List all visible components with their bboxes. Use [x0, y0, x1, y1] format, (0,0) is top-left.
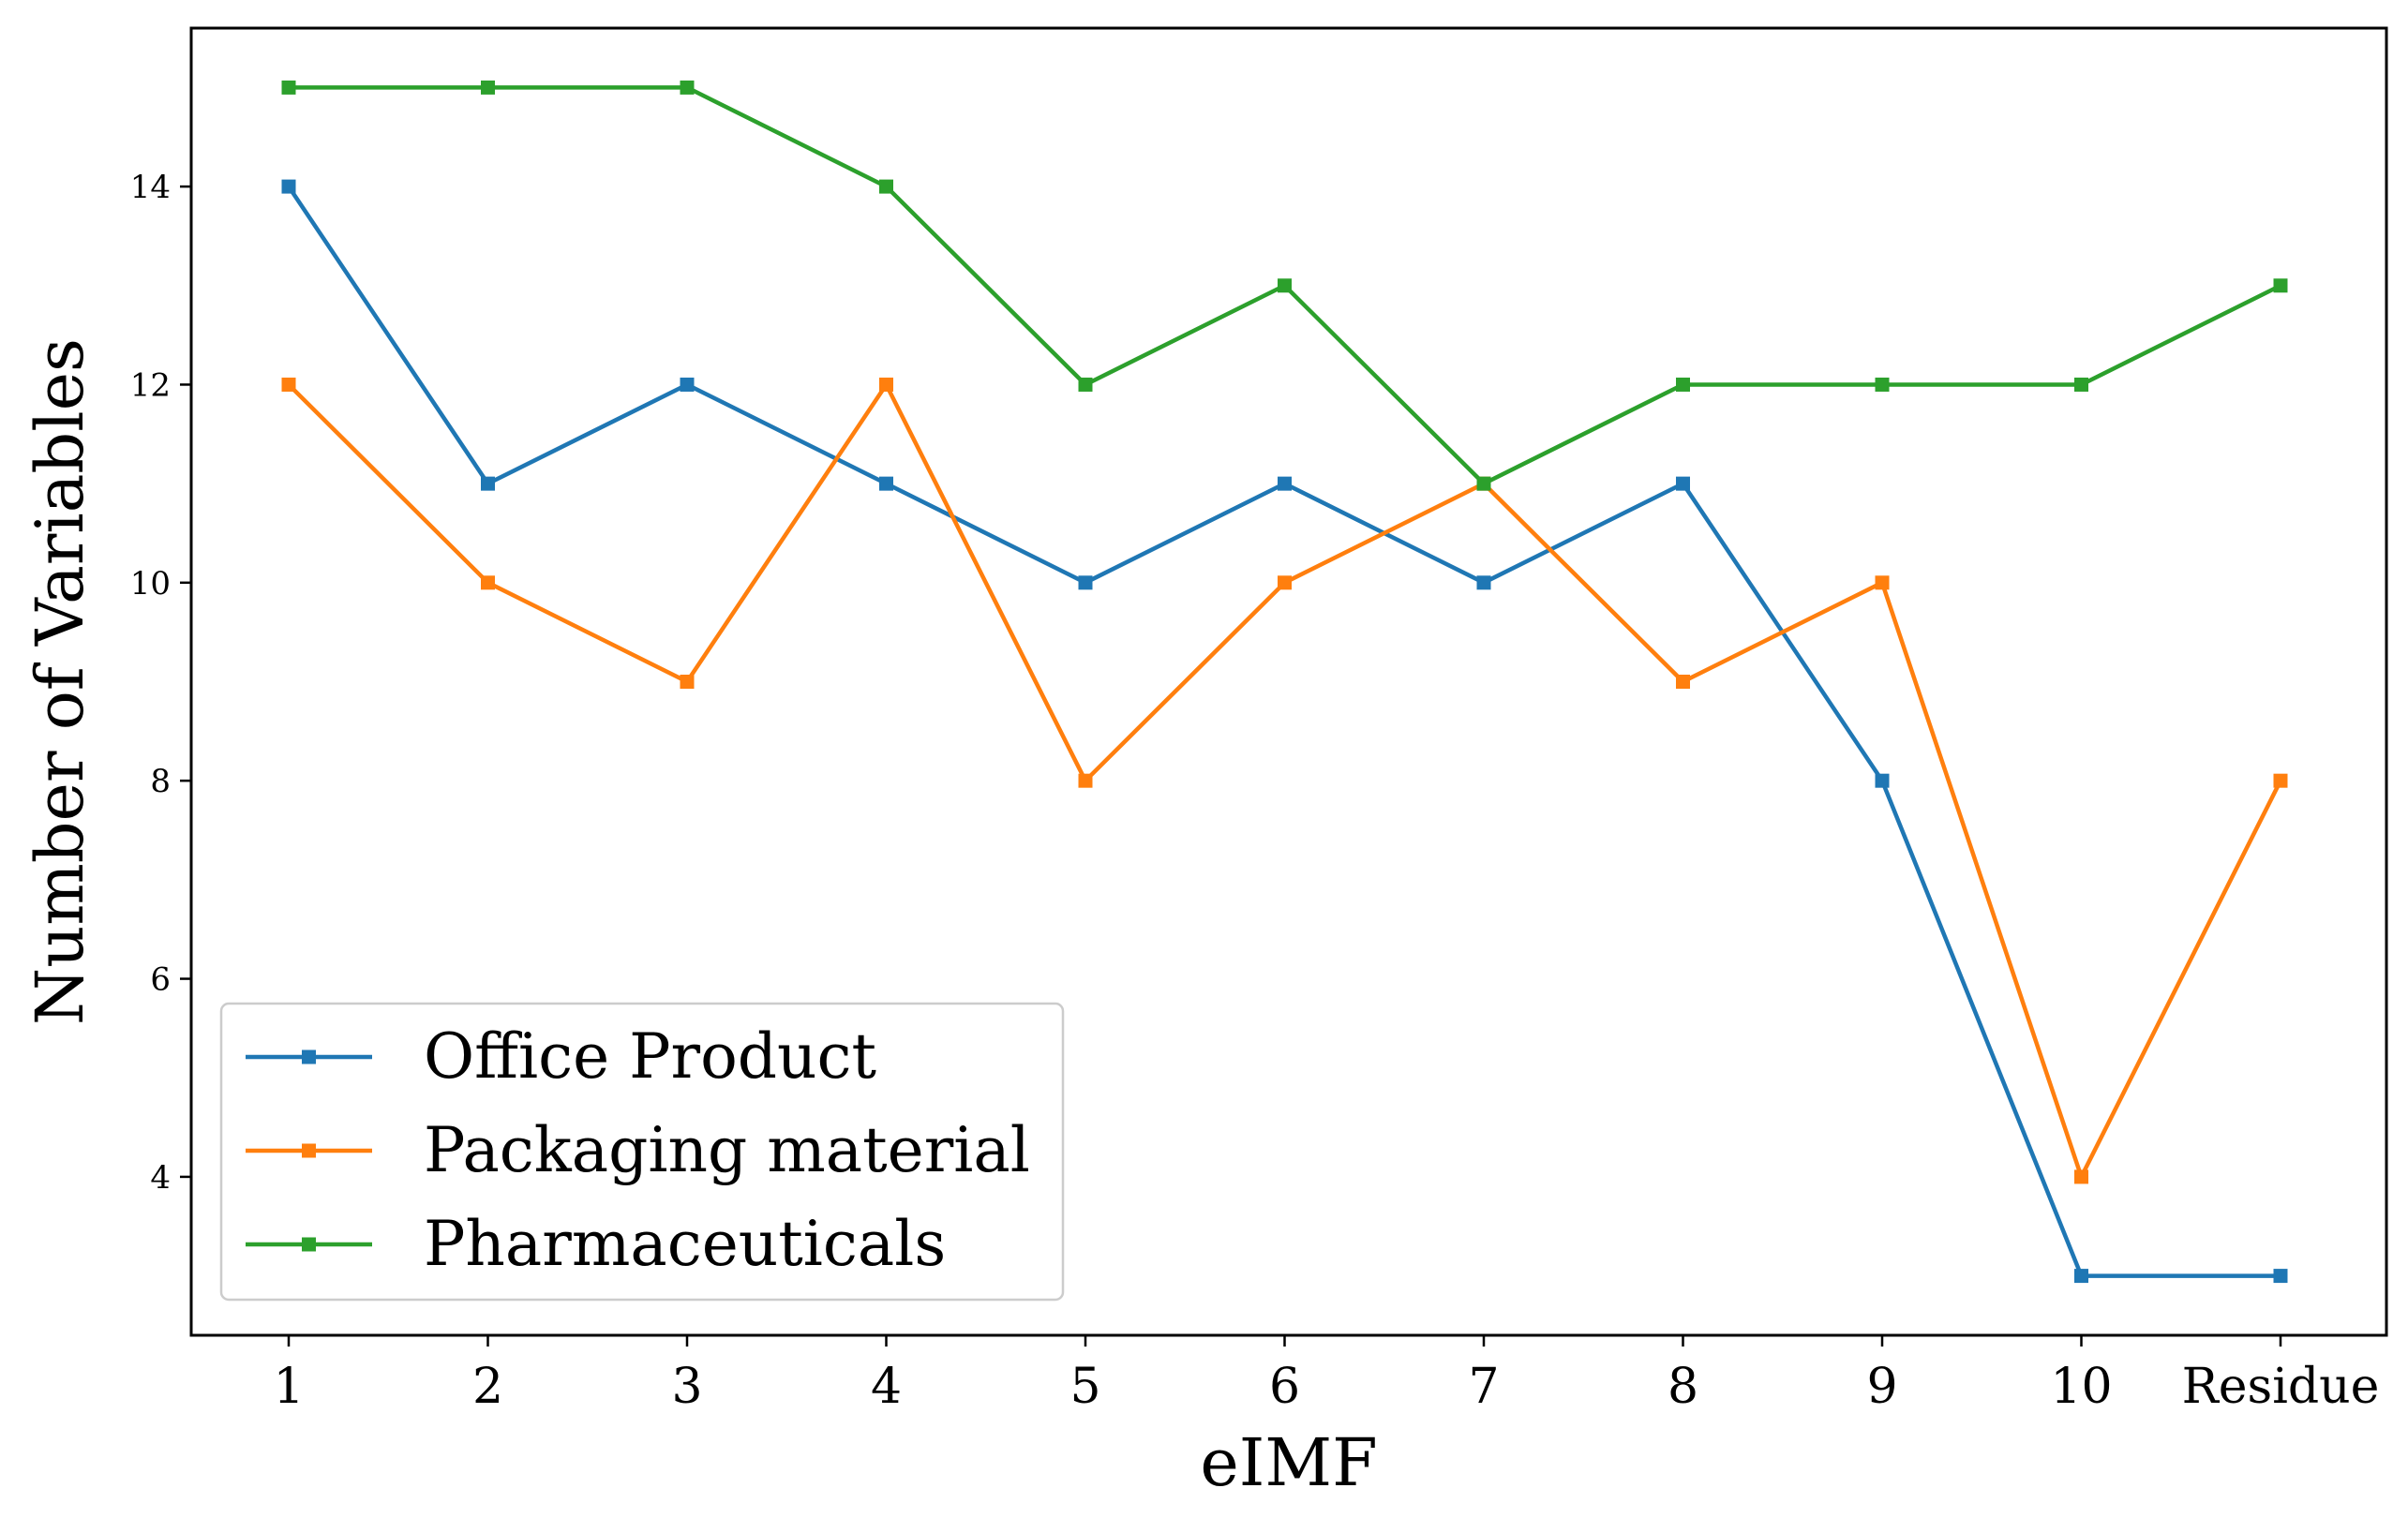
y-axis: 4 6 8 10 12 14	[130, 169, 191, 1197]
data-point	[1078, 377, 1093, 392]
data-point	[1476, 476, 1491, 491]
data-point	[1476, 575, 1491, 590]
data-point	[1078, 575, 1093, 590]
data-point	[1875, 773, 1890, 788]
data-point	[2273, 1269, 2288, 1284]
x-tick-label: 6	[1269, 1359, 1300, 1415]
x-tick-label: 9	[1866, 1359, 1897, 1415]
x-tick-label: 8	[1668, 1359, 1698, 1415]
x-tick-label: 10	[2050, 1359, 2112, 1415]
y-tick-label: 12	[130, 366, 171, 404]
data-point	[2273, 278, 2288, 293]
legend-marker	[302, 1143, 316, 1158]
y-tick-label: 8	[150, 763, 171, 800]
series-office-product	[281, 179, 2288, 1284]
legend-marker	[302, 1049, 316, 1064]
data-point	[481, 80, 495, 95]
data-point	[1875, 377, 1890, 392]
data-point	[1875, 575, 1890, 590]
data-point	[481, 476, 495, 491]
data-point	[1676, 675, 1690, 689]
legend-label: Packaging material	[424, 1114, 1030, 1186]
data-point	[680, 675, 695, 689]
x-tick-label: Residue	[2182, 1359, 2380, 1415]
legend-item: Office Product	[246, 1020, 876, 1093]
data-point	[1676, 476, 1690, 491]
data-point	[281, 377, 296, 392]
series-layer	[281, 80, 2288, 1284]
x-axis-label: eIMF	[1200, 1424, 1377, 1501]
legend-box	[219, 1002, 1065, 1302]
y-tick-label: 14	[130, 169, 171, 206]
x-tick-label: 2	[472, 1359, 503, 1415]
data-point	[680, 80, 695, 95]
plot-frame	[189, 26, 2388, 1337]
y-tick-label: 4	[150, 1159, 171, 1197]
data-point	[2273, 773, 2288, 788]
data-point	[879, 377, 893, 392]
legend-item: Packaging material	[246, 1114, 1030, 1186]
data-point	[1278, 278, 1292, 293]
y-tick-label: 6	[150, 961, 171, 999]
legend: Office Product Packaging material Pharmace…	[219, 1002, 1065, 1302]
data-point	[1676, 377, 1690, 392]
legend-label: Office Product	[424, 1020, 876, 1093]
data-point	[281, 80, 296, 95]
data-point	[1278, 476, 1292, 491]
y-axis-label: Number of Variables	[22, 338, 98, 1025]
data-point	[1278, 575, 1292, 590]
data-point	[680, 377, 695, 392]
x-tick-label: 3	[671, 1359, 702, 1415]
x-tick-label: 7	[1468, 1359, 1499, 1415]
data-point	[281, 179, 296, 194]
y-tick-label: 10	[130, 565, 171, 603]
data-point	[2074, 1169, 2088, 1184]
legend-item: Pharmaceuticals	[246, 1208, 946, 1280]
data-point	[1078, 773, 1093, 788]
legend-marker	[302, 1237, 316, 1252]
data-point	[879, 179, 893, 194]
data-point	[481, 575, 495, 590]
x-axis: 1 2 3 4 5 6 7 8 9 10 Residue	[273, 1335, 2379, 1415]
series-packaging-material	[281, 377, 2288, 1184]
data-point	[2074, 377, 2088, 392]
x-tick-label: 5	[1069, 1359, 1100, 1415]
data-point	[2074, 1269, 2088, 1284]
series-pharmaceuticals	[281, 80, 2288, 491]
x-tick-label: 4	[871, 1359, 902, 1415]
legend-label: Pharmaceuticals	[424, 1208, 946, 1280]
data-point	[879, 476, 893, 491]
x-tick-label: 1	[273, 1359, 304, 1415]
